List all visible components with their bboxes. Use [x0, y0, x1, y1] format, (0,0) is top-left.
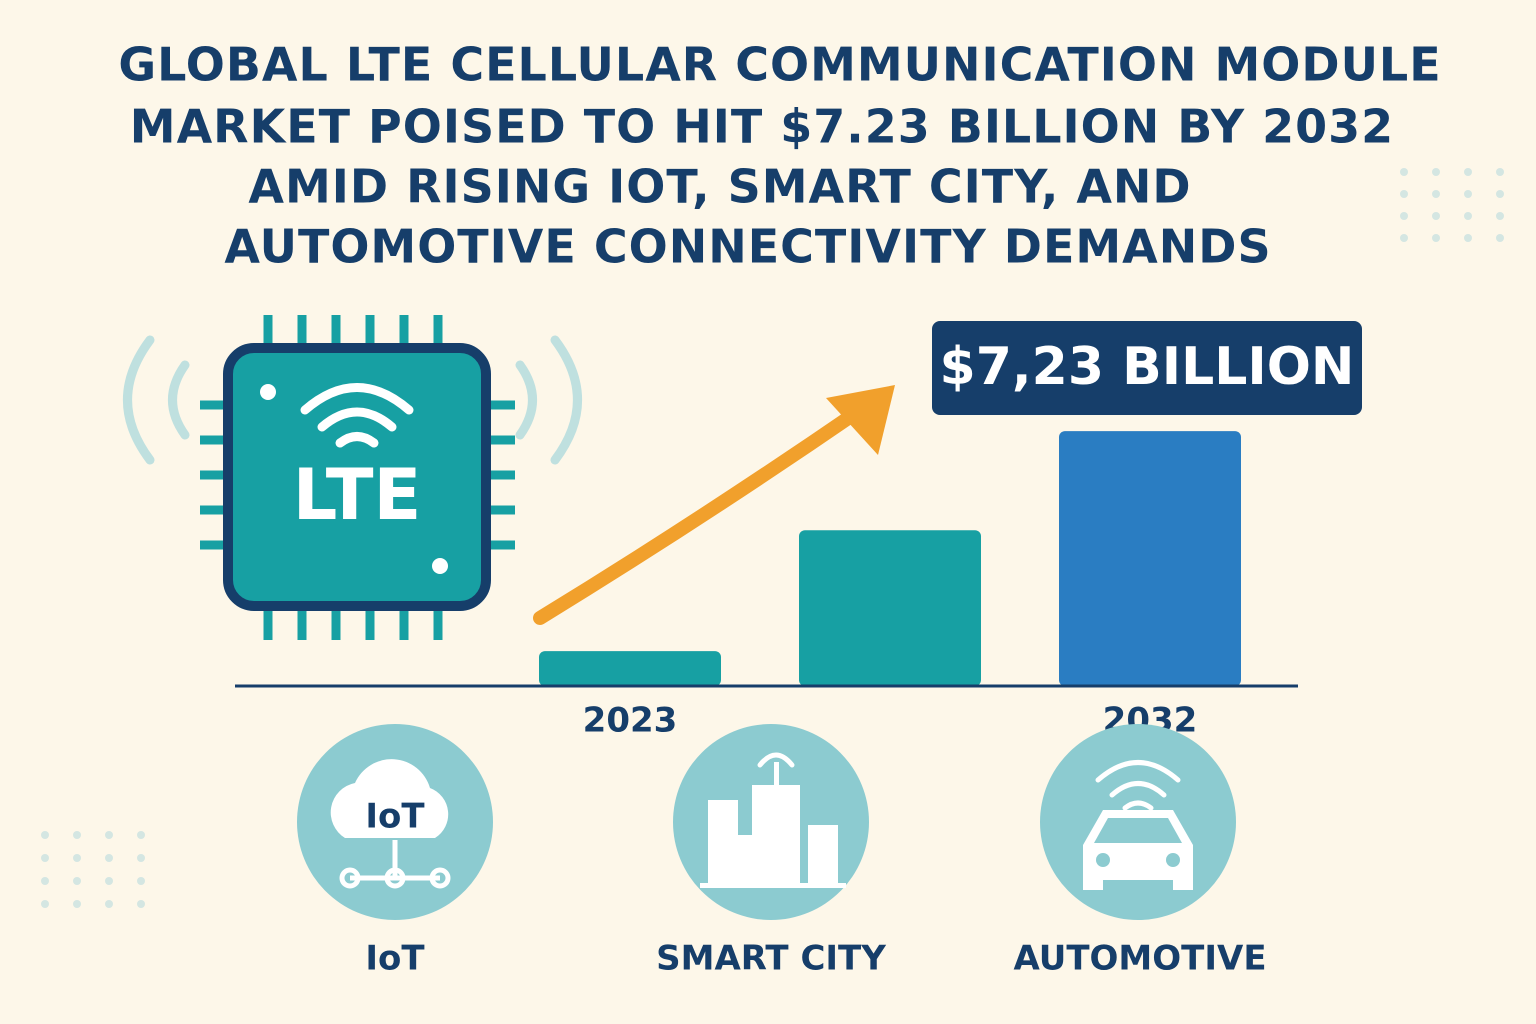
- decor-dot: [73, 900, 81, 908]
- decor-dot: [41, 900, 49, 908]
- chip-label: LTE: [293, 454, 422, 536]
- decor-dot: [1432, 168, 1440, 176]
- bar: [539, 651, 721, 686]
- decor-dot: [1496, 190, 1504, 198]
- decor-dot: [137, 831, 145, 839]
- decor-dot: [73, 831, 81, 839]
- decor-dot: [41, 854, 49, 862]
- decor-dot: [105, 854, 113, 862]
- decor-dot: [1464, 168, 1472, 176]
- decor-dot: [1400, 234, 1408, 242]
- value-label: $7,23 BILLION: [940, 337, 1355, 397]
- decor-dot: [73, 854, 81, 862]
- decor-dot: [1432, 234, 1440, 242]
- decor-dot: [1400, 168, 1408, 176]
- decor-dot: [1400, 212, 1408, 220]
- value-label-box: [932, 321, 1362, 415]
- decor-dot: [1464, 234, 1472, 242]
- decor-dot: [137, 854, 145, 862]
- decor-dot: [1496, 234, 1504, 242]
- decor-dot: [41, 831, 49, 839]
- decor-dots: [41, 168, 1504, 908]
- decor-dot: [105, 831, 113, 839]
- decor-dot: [105, 877, 113, 885]
- decor-dot: [1400, 190, 1408, 198]
- decor-dot: [1464, 212, 1472, 220]
- decor-dot: [137, 877, 145, 885]
- decor-dot: [41, 877, 49, 885]
- decor-dot: [1464, 190, 1472, 198]
- bar: [799, 530, 981, 686]
- title-line: AMID RISING IOT, SMART CITY, AND: [248, 160, 1191, 214]
- cloud-label: IoT: [365, 797, 425, 837]
- decor-dot: [1496, 168, 1504, 176]
- title-line: AUTOMOTIVE CONNECTIVITY DEMANDS: [224, 220, 1271, 274]
- bar-chart: 2023 2032$7,23 BILLION: [235, 321, 1362, 741]
- sector-label: AUTOMOTIVE: [1013, 939, 1266, 979]
- title-line: GLOBAL LTE CELLULAR COMMUNICATION MODULE: [118, 38, 1441, 92]
- sector-icons: [297, 724, 1236, 920]
- growth-arrow: [533, 385, 895, 625]
- sector-label: IoT: [365, 939, 425, 979]
- decor-dot: [1432, 212, 1440, 220]
- bar: [1059, 431, 1241, 686]
- title-line: MARKET POISED TO HIT $7.23 BILLION BY 20…: [130, 100, 1394, 154]
- lte-chip-icon: [123, 315, 582, 640]
- decor-dot: [73, 877, 81, 885]
- decor-dot: [1432, 190, 1440, 198]
- decor-dot: [1496, 212, 1504, 220]
- decor-dot: [105, 900, 113, 908]
- sector-label: SMART CITY: [656, 939, 886, 979]
- decor-dot: [137, 900, 145, 908]
- x-tick-label: 2023: [583, 701, 678, 741]
